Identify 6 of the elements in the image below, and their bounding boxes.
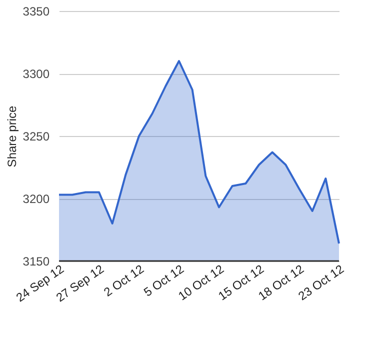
y-tick-label: 3350 — [22, 4, 50, 18]
y-tick-label: 3150 — [22, 254, 50, 268]
y-tick-label: 3200 — [22, 192, 50, 206]
y-tick-label: 3250 — [22, 130, 50, 144]
y-axis-title: Share price — [4, 105, 19, 168]
y-tick-label: 3300 — [22, 67, 50, 81]
